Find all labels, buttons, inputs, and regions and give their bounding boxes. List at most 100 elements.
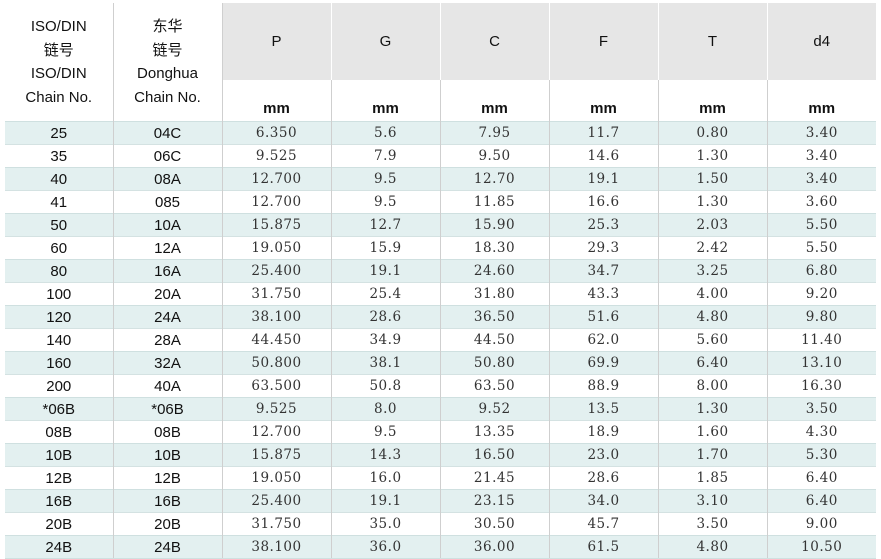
cell-f: 25.3	[549, 213, 659, 237]
cell-p: 15.875	[222, 213, 332, 237]
cell-c: 24.60	[440, 259, 550, 283]
cell-d4: 5.50	[767, 236, 876, 260]
cell-iso-chain-no: 100	[5, 282, 114, 306]
cell-p: 6.350	[222, 121, 332, 145]
cell-donghua-chain-no: 06C	[113, 144, 223, 168]
cell-donghua-chain-no: 40A	[113, 374, 223, 398]
cell-t: 0.80	[658, 121, 768, 145]
cell-f: 11.7	[549, 121, 659, 145]
cell-f: 18.9	[549, 420, 659, 444]
unit-t: mm	[658, 80, 768, 122]
cell-p: 50.800	[222, 351, 332, 375]
cell-iso-chain-no: 41	[5, 190, 114, 214]
cell-c: 44.50	[440, 328, 550, 352]
unit-f: mm	[549, 80, 659, 122]
cell-donghua-chain-no: 16B	[113, 489, 223, 513]
cell-p: 19.050	[222, 466, 332, 490]
header-dim-d4: d4	[767, 3, 876, 80]
table-row: 160 32A 50.800 38.1 50.80 69.9 6.40 13.10	[5, 351, 876, 375]
header-dim-f: F	[549, 3, 659, 80]
header-iso-line: ISO/DIN	[30, 65, 87, 82]
cell-t: 5.60	[658, 328, 768, 352]
cell-t: 1.30	[658, 190, 768, 214]
cell-t: 4.80	[658, 535, 768, 559]
cell-iso-chain-no: 60	[5, 236, 114, 260]
cell-iso-chain-no: 80	[5, 259, 114, 283]
cell-donghua-chain-no: 12A	[113, 236, 223, 260]
cell-c: 7.95	[440, 121, 550, 145]
cell-g: 25.4	[331, 282, 441, 306]
cell-g: 15.9	[331, 236, 441, 260]
cell-t: 8.00	[658, 374, 768, 398]
table-row: 120 24A 38.100 28.6 36.50 51.6 4.80 9.80	[5, 305, 876, 329]
header-row-units: mm mm mm mm mm mm	[5, 80, 876, 122]
cell-g: 35.0	[331, 512, 441, 536]
table-row: 24B 24B 38.100 36.0 36.00 61.5 4.80 10.50	[5, 535, 876, 559]
cell-g: 8.0	[331, 397, 441, 421]
cell-iso-chain-no: 24B	[5, 535, 114, 559]
header-donghua-line: 东华	[152, 18, 183, 35]
header-iso-line: 链号	[43, 41, 74, 59]
cell-d4: 11.40	[767, 328, 876, 352]
cell-c: 36.50	[440, 305, 550, 329]
unit-d4: mm	[767, 80, 876, 122]
cell-d4: 13.10	[767, 351, 876, 375]
cell-iso-chain-no: 20B	[5, 512, 114, 536]
cell-g: 7.9	[331, 144, 441, 168]
cell-d4: 9.20	[767, 282, 876, 306]
cell-d4: 3.40	[767, 167, 876, 191]
cell-c: 50.80	[440, 351, 550, 375]
table-row: 80 16A 25.400 19.1 24.60 34.7 3.25 6.80	[5, 259, 876, 283]
cell-f: 45.7	[549, 512, 659, 536]
cell-p: 9.525	[222, 144, 332, 168]
table-row: 20B 20B 31.750 35.0 30.50 45.7 3.50 9.00	[5, 512, 876, 536]
cell-t: 3.50	[658, 512, 768, 536]
header-dim-c: C	[440, 3, 550, 80]
cell-t: 1.60	[658, 420, 768, 444]
cell-g: 50.8	[331, 374, 441, 398]
cell-c: 15.90	[440, 213, 550, 237]
cell-f: 34.7	[549, 259, 659, 283]
table-row: 40 08A 12.700 9.5 12.70 19.1 1.50 3.40	[5, 167, 876, 191]
cell-iso-chain-no: 140	[5, 328, 114, 352]
unit-p: mm	[222, 80, 332, 122]
cell-t: 1.30	[658, 144, 768, 168]
cell-d4: 9.80	[767, 305, 876, 329]
cell-t: 4.00	[658, 282, 768, 306]
cell-p: 38.100	[222, 535, 332, 559]
cell-iso-chain-no: 10B	[5, 443, 114, 467]
cell-donghua-chain-no: *06B	[113, 397, 223, 421]
cell-donghua-chain-no: 04C	[113, 121, 223, 145]
cell-donghua-chain-no: 08A	[113, 167, 223, 191]
cell-c: 63.50	[440, 374, 550, 398]
cell-f: 34.0	[549, 489, 659, 513]
cell-p: 25.400	[222, 489, 332, 513]
cell-d4: 5.50	[767, 213, 876, 237]
cell-c: 21.45	[440, 466, 550, 490]
table-row: 35 06C 9.525 7.9 9.50 14.6 1.30 3.40	[5, 144, 876, 168]
cell-g: 19.1	[331, 489, 441, 513]
table-row: 60 12A 19.050 15.9 18.30 29.3 2.42 5.50	[5, 236, 876, 260]
cell-f: 62.0	[549, 328, 659, 352]
cell-p: 19.050	[222, 236, 332, 260]
cell-p: 31.750	[222, 512, 332, 536]
table-row: 50 10A 15.875 12.7 15.90 25.3 2.03 5.50	[5, 213, 876, 237]
header-donghua-line: Donghua	[137, 65, 198, 82]
table-row: 08B 08B 12.700 9.5 13.35 18.9 1.60 4.30	[5, 420, 876, 444]
cell-iso-chain-no: 16B	[5, 489, 114, 513]
table-row: 16B 16B 25.400 19.1 23.15 34.0 3.10 6.40	[5, 489, 876, 513]
cell-donghua-chain-no: 28A	[113, 328, 223, 352]
cell-f: 43.3	[549, 282, 659, 306]
cell-g: 12.7	[331, 213, 441, 237]
header-dim-t: T	[658, 3, 768, 80]
cell-donghua-chain-no: 10A	[113, 213, 223, 237]
cell-donghua-chain-no: 08B	[113, 420, 223, 444]
cell-g: 9.5	[331, 420, 441, 444]
cell-d4: 3.40	[767, 144, 876, 168]
cell-f: 88.9	[549, 374, 659, 398]
unit-g: mm	[331, 80, 441, 122]
cell-d4: 16.30	[767, 374, 876, 398]
cell-d4: 3.50	[767, 397, 876, 421]
cell-donghua-chain-no: 16A	[113, 259, 223, 283]
cell-g: 34.9	[331, 328, 441, 352]
